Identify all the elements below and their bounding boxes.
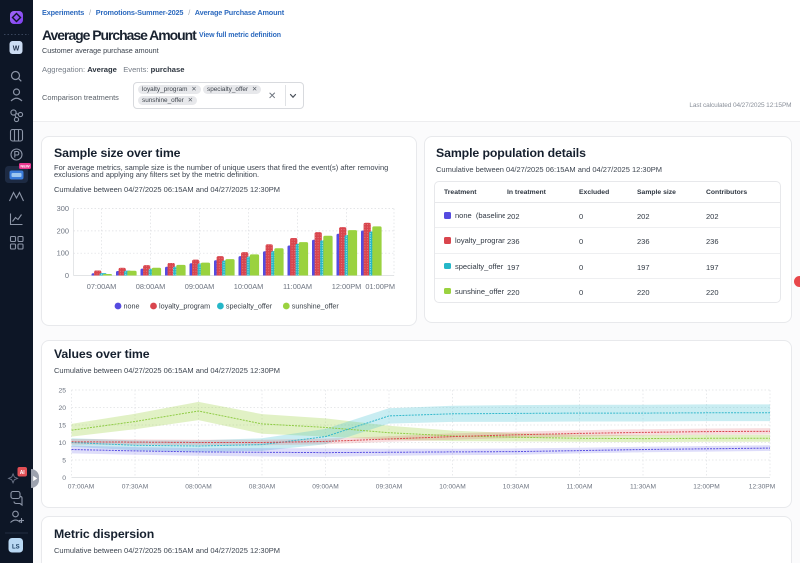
svg-text:10:30AM: 10:30AM [503, 484, 529, 491]
svg-text:25: 25 [58, 387, 66, 394]
svg-text:5: 5 [62, 457, 66, 464]
svg-text:LS: LS [12, 544, 20, 550]
svg-text:10:00AM: 10:00AM [439, 484, 465, 491]
svg-text:11:30AM: 11:30AM [630, 484, 656, 491]
svg-text:08:30AM: 08:30AM [249, 484, 275, 491]
svg-text:none: none [124, 302, 140, 311]
svg-text:sunshine_offer: sunshine_offer [292, 302, 340, 311]
svg-text:12:00PM: 12:00PM [332, 282, 362, 291]
svg-text:09:00AM: 09:00AM [312, 484, 338, 491]
svg-text:200: 200 [57, 226, 69, 235]
svg-text:12:30PM: 12:30PM [749, 484, 775, 491]
svg-text:0: 0 [62, 475, 66, 482]
svg-text:08:00AM: 08:00AM [136, 282, 166, 291]
svg-text:09:30AM: 09:30AM [376, 484, 402, 491]
svg-text:NEW: NEW [20, 164, 30, 169]
svg-text:0: 0 [65, 271, 69, 280]
svg-text:20: 20 [58, 405, 66, 412]
svg-text:100: 100 [57, 249, 69, 258]
svg-text:15: 15 [58, 422, 66, 429]
svg-text:07:00AM: 07:00AM [87, 282, 117, 291]
svg-text:07:00AM: 07:00AM [68, 484, 94, 491]
svg-text:specialty_offer: specialty_offer [226, 302, 273, 311]
svg-text:11:00AM: 11:00AM [283, 282, 312, 291]
svg-text:AI: AI [20, 470, 26, 476]
svg-text:300: 300 [57, 204, 69, 213]
svg-text:10:00AM: 10:00AM [234, 282, 264, 291]
svg-text:10: 10 [58, 440, 66, 447]
svg-text:12:00PM: 12:00PM [693, 484, 719, 491]
svg-text:07:30AM: 07:30AM [122, 484, 148, 491]
svg-text:09:00AM: 09:00AM [185, 282, 215, 291]
svg-text:08:00AM: 08:00AM [185, 484, 211, 491]
svg-text:01:00PM: 01:00PM [365, 282, 395, 291]
svg-text:loyalty_program: loyalty_program [159, 302, 210, 311]
svg-text:W: W [13, 46, 20, 53]
svg-text:11:00AM: 11:00AM [567, 484, 593, 491]
